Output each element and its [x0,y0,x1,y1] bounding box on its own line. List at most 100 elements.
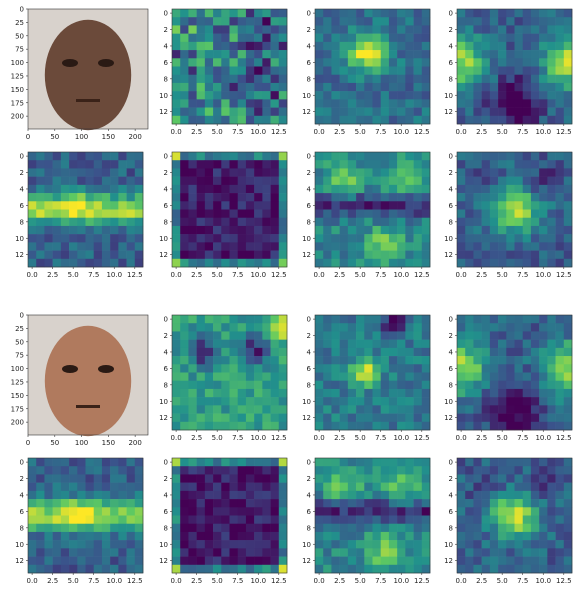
heatmap-cell [270,74,280,84]
map-xtick-label: 0.0 [456,128,467,136]
heatmap-cell [405,421,414,431]
heatmap-cell [356,540,365,549]
heatmap-cell [530,347,540,357]
map-ytick-label: 12 [444,251,453,259]
heatmap-cell [473,160,482,169]
heatmap-cell [213,490,222,500]
heatmap-cell [323,250,332,260]
heatmap-cell [498,331,507,340]
heatmap-cell [36,507,45,516]
heatmap-cell [473,107,482,117]
heatmap-cell [388,388,398,398]
heatmap-cell [405,17,414,26]
heatmap-cell [278,82,288,92]
heatmap-cell [180,405,189,414]
heatmap-cell [204,380,214,390]
heatmap-cell [270,25,280,34]
map-xtick-label: 0.0 [314,577,325,585]
heatmap-cell [522,421,532,431]
heatmap-cell [481,490,491,500]
heatmap-cell [473,523,482,533]
heatmap-cell [555,380,565,390]
heatmap-cell [196,9,206,18]
heatmap-cell [465,515,474,525]
heatmap-cell [118,193,127,202]
heatmap-cell [180,201,189,210]
heatmap-cell [465,9,474,18]
heatmap-cell [563,405,573,414]
heatmap-cell [372,323,382,332]
heatmap-cell [331,176,340,186]
heatmap-frame [171,151,288,268]
heatmap-cell [405,107,414,117]
heatmap-cell [323,9,332,18]
map-ytick-label: 4 [307,185,312,193]
heatmap-cell [421,339,431,349]
map-xtick-label: 12.5 [271,271,287,279]
heatmap-cell [196,507,206,516]
heatmap-cell [473,397,482,406]
heatmap-cell [547,250,556,260]
map-ytick-label: 12 [159,557,168,565]
heatmap-cell [28,523,37,533]
heatmap-cell [315,364,324,373]
heatmap-cell [245,331,255,340]
heatmap-cell [134,225,144,235]
heatmap-cell [254,217,263,227]
heatmap-cell [85,209,95,219]
heatmap-cell [489,193,499,202]
heatmap-cell [413,356,423,365]
heatmap-cell [221,540,230,549]
heatmap-cell [555,331,565,340]
heatmap-cell [188,548,197,557]
heatmap-cell [481,17,491,26]
heatmap-cell [421,482,431,492]
heatmap-cell [180,466,189,475]
heatmap-cell [539,82,548,92]
heatmap-cell [52,258,62,268]
heatmap-cell [481,380,491,390]
heatmap-cell [245,74,255,84]
heatmap-cell [347,372,357,382]
heatmap-cell [465,168,474,177]
heatmap-cell [315,99,324,108]
heatmap-cell [489,474,499,483]
heatmap-cell [262,91,271,100]
heatmap-cell [254,531,263,541]
heatmap-cell [180,474,189,483]
heatmap-cell [323,339,332,349]
heatmap-cell [563,201,573,210]
heatmap-cell [457,225,466,235]
heatmap-cell [213,225,222,235]
heatmap-cell [473,466,482,475]
heatmap-frame [314,151,431,268]
heatmap-frame [314,8,431,125]
heatmap-cell [44,515,53,525]
heatmap-cell [473,507,482,516]
heatmap-cell [180,168,189,177]
heatmap-cell [245,193,255,202]
heatmap-cell [465,17,474,26]
heatmap-cell [413,152,423,161]
heatmap-cell [237,356,247,365]
heatmap-cell [522,466,532,475]
heatmap-cell [188,499,197,508]
heatmap-cell [506,413,515,423]
heatmap-cell [347,515,357,525]
heatmap-cell [77,556,86,566]
heatmap-cell [372,25,382,34]
heatmap-cell [555,388,565,398]
heatmap-cell [339,356,349,365]
heatmap-cell [93,482,103,492]
heatmap-cell [69,225,78,235]
heatmap-cell [60,490,70,500]
heatmap-cell [372,107,382,117]
heatmap-cell [563,413,573,423]
map-xtick-label: 2.5 [476,271,487,279]
heatmap-cell [481,115,491,125]
map-xtick-label: 2.5 [191,128,202,136]
map-xtick-label: 0.0 [171,577,182,585]
heatmap-cell [489,82,499,92]
heatmap-cell [204,33,214,43]
heatmap-cell [262,540,271,549]
